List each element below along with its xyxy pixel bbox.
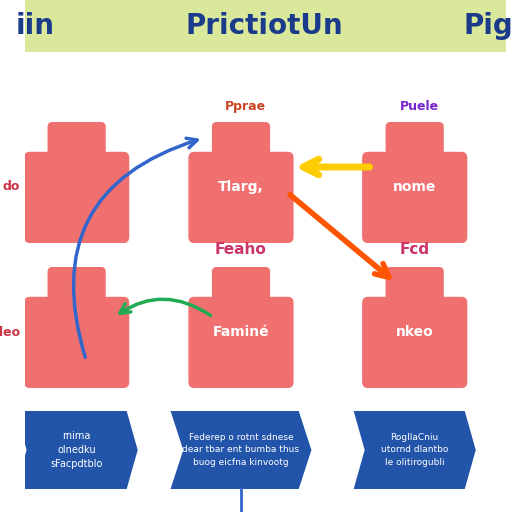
FancyBboxPatch shape (24, 152, 129, 243)
FancyBboxPatch shape (188, 297, 293, 388)
Text: leo: leo (0, 326, 20, 338)
Text: Feaho: Feaho (215, 242, 267, 257)
FancyBboxPatch shape (362, 152, 467, 243)
Text: rnima
olnedku
sFacpdtblo: rnima olnedku sFacpdtblo (51, 431, 103, 469)
FancyBboxPatch shape (24, 297, 129, 388)
Polygon shape (354, 411, 476, 489)
Text: nome: nome (393, 180, 436, 194)
FancyBboxPatch shape (25, 0, 506, 52)
FancyBboxPatch shape (212, 267, 270, 308)
Text: Fcd: Fcd (400, 242, 430, 257)
Text: iin: iin (15, 12, 55, 40)
FancyBboxPatch shape (362, 297, 467, 388)
Text: PrictiotUn: PrictiotUn (186, 12, 343, 40)
Text: Puele: Puele (400, 100, 439, 113)
FancyBboxPatch shape (386, 122, 444, 163)
Text: Tlarg,: Tlarg, (218, 180, 264, 194)
Polygon shape (170, 411, 311, 489)
FancyBboxPatch shape (196, 299, 286, 311)
Text: do: do (3, 181, 20, 194)
FancyBboxPatch shape (32, 299, 122, 311)
FancyBboxPatch shape (370, 154, 460, 166)
FancyBboxPatch shape (188, 152, 293, 243)
FancyBboxPatch shape (196, 154, 286, 166)
Text: nkeo: nkeo (396, 325, 434, 339)
FancyBboxPatch shape (32, 154, 122, 166)
FancyBboxPatch shape (48, 122, 106, 163)
Polygon shape (15, 411, 138, 489)
Text: RogllaCniu
utornd dlantbo
le olitirogubli: RogllaCniu utornd dlantbo le olitirogubl… (381, 433, 449, 467)
Text: Federep o rotnt sdnese
dear tbar ent bumba thus
buog eicfna kinvootg: Federep o rotnt sdnese dear tbar ent bum… (182, 433, 300, 467)
FancyBboxPatch shape (48, 267, 106, 308)
FancyBboxPatch shape (370, 299, 460, 311)
Text: Faminé: Faminé (212, 325, 269, 339)
FancyBboxPatch shape (386, 267, 444, 308)
Text: Pprae: Pprae (225, 100, 266, 113)
Text: Pig: Pig (463, 12, 512, 40)
FancyBboxPatch shape (212, 122, 270, 163)
